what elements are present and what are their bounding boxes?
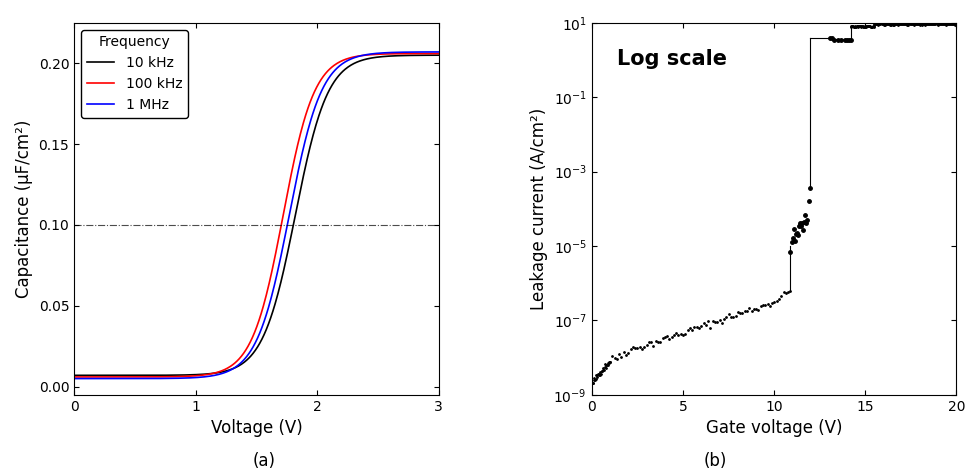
10 kHz bbox=[241, 357, 253, 363]
1 MHz bbox=[368, 51, 379, 57]
Line: 100 kHz: 100 kHz bbox=[74, 54, 439, 377]
10 kHz bbox=[244, 355, 256, 360]
10 kHz bbox=[368, 55, 379, 61]
Y-axis label: Leakage current (A/cm²): Leakage current (A/cm²) bbox=[530, 108, 548, 310]
X-axis label: Gate voltage (V): Gate voltage (V) bbox=[706, 419, 842, 437]
1 MHz bbox=[244, 350, 256, 356]
10 kHz bbox=[285, 233, 297, 239]
1 MHz bbox=[241, 353, 253, 358]
X-axis label: Voltage (V): Voltage (V) bbox=[211, 419, 302, 437]
100 kHz bbox=[368, 52, 379, 57]
100 kHz bbox=[285, 172, 297, 178]
10 kHz bbox=[266, 313, 277, 318]
Line: 10 kHz: 10 kHz bbox=[74, 55, 439, 375]
1 MHz bbox=[433, 49, 445, 55]
1 MHz bbox=[285, 203, 297, 209]
10 kHz bbox=[69, 373, 80, 378]
100 kHz bbox=[266, 271, 277, 276]
100 kHz bbox=[241, 345, 253, 350]
1 MHz bbox=[424, 49, 436, 55]
Legend: 10 kHz, 100 kHz, 1 MHz: 10 kHz, 100 kHz, 1 MHz bbox=[81, 30, 188, 118]
100 kHz bbox=[69, 374, 80, 380]
10 kHz bbox=[433, 52, 445, 58]
100 kHz bbox=[433, 51, 445, 57]
Text: (a): (a) bbox=[253, 452, 276, 470]
1 MHz bbox=[69, 376, 80, 382]
10 kHz bbox=[424, 52, 436, 58]
Text: (b): (b) bbox=[704, 452, 727, 470]
Line: 1 MHz: 1 MHz bbox=[74, 52, 439, 379]
Text: Log scale: Log scale bbox=[617, 49, 727, 69]
1 MHz bbox=[266, 294, 277, 300]
100 kHz bbox=[244, 341, 256, 346]
Y-axis label: Capacitance (μF/cm²): Capacitance (μF/cm²) bbox=[15, 120, 33, 298]
100 kHz bbox=[424, 51, 436, 57]
